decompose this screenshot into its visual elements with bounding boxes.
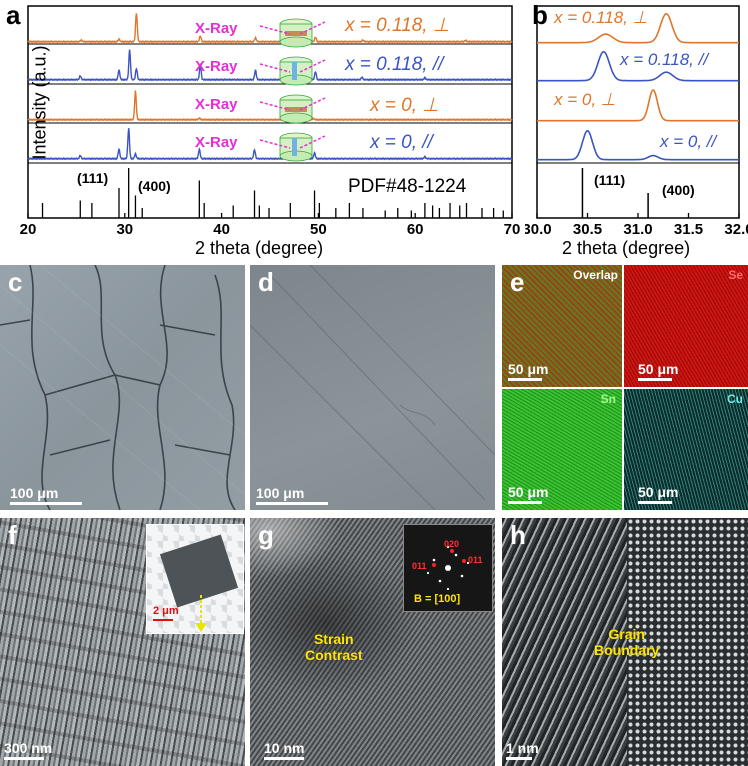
- plot-frame-a: [27, 5, 513, 219]
- series-line-b-2: [537, 89, 739, 122]
- scalebar-e-cu: 50 μm: [638, 484, 678, 504]
- panel-a-series-label-2: x = 0, ⊥: [370, 95, 439, 116]
- xtick-label-a-5: 70: [504, 221, 520, 238]
- panel-b-peak-400: (400): [662, 182, 695, 198]
- series-line-b-1: [537, 50, 739, 82]
- grain-boundary-label: Grain Boundary: [594, 626, 660, 658]
- scalebar-f: 300 nm: [4, 740, 52, 760]
- fft-spot-011a: 011: [412, 561, 427, 571]
- scalebar-c: 100 μm: [10, 485, 82, 505]
- panel-label-h: h: [510, 520, 526, 550]
- eds-map-se: Se 50 μm: [624, 265, 748, 387]
- arrow-icon: [195, 595, 207, 632]
- strain-contrast-label: Strain Contrast: [305, 631, 363, 663]
- xtick-label-a-0: 20: [20, 221, 37, 238]
- panel-a-ylabel: Intensity (a.u.): [29, 45, 50, 160]
- xtick-label-b-3: 31.5: [674, 221, 703, 238]
- panel-b-series-label-3: x = 0, //: [660, 132, 717, 151]
- xtick-label-a-3: 50: [310, 221, 327, 238]
- scalebar-g: 10 nm: [264, 740, 304, 760]
- panel-label-e: e: [510, 267, 525, 297]
- panel-a-series-label-1: x = 0.118, //: [345, 54, 444, 75]
- xtick-label-a-2: 40: [213, 221, 230, 238]
- scalebar-e-se: 50 μm: [638, 361, 678, 381]
- fft-zone-axis: B = [100]: [414, 593, 461, 605]
- scalebar-e-sn: 50 μm: [508, 484, 548, 504]
- sample-icon-3: [259, 132, 326, 162]
- panel-label-g: g: [258, 520, 274, 550]
- xray-label-1: X-Ray: [195, 58, 238, 75]
- scalebar-d: 100 μm: [256, 485, 328, 505]
- surface-texture: [250, 265, 495, 510]
- xray-label-2: X-Ray: [195, 96, 238, 113]
- eds-map-overlap: e Overlap 50 μm: [502, 265, 622, 387]
- eds-label-se: Se: [728, 268, 743, 282]
- series-line-b-3: [537, 129, 739, 161]
- sample-icon-0: [259, 18, 326, 48]
- xtick-label-a-4: 60: [407, 221, 424, 238]
- panel-label-f: f: [8, 520, 17, 550]
- grain-boundary-network: [0, 265, 245, 510]
- panel-b-series-label-2: x = 0, ⊥: [554, 90, 616, 109]
- panel-a-peak-400: (400): [138, 178, 171, 194]
- sample-icon-2: [259, 94, 326, 124]
- tem-image-f: 2 μm f 300 nm: [0, 518, 245, 766]
- xray-label-0: X-Ray: [195, 20, 238, 37]
- panel-a-series-label-0: x = 0.118, ⊥: [345, 15, 450, 36]
- fft-spot-020: 020: [444, 539, 460, 549]
- panel-b-peak-111: (111): [594, 172, 626, 188]
- panel-b-series-label-1: x = 0.118, //: [620, 50, 709, 69]
- inset-scale-f: 2 μm: [153, 605, 179, 617]
- hrtem-image-h: Grain Boundary h 1 nm: [502, 518, 748, 766]
- panel-b-xlabel: 2 theta (degree): [562, 238, 691, 258]
- eds-map-cu: Cu 50 μm: [624, 389, 748, 510]
- eds-label-sn: Sn: [600, 392, 616, 406]
- panel-label-d: d: [258, 267, 274, 297]
- series-line-a-3: [27, 128, 513, 161]
- xtick-label-b-4: 32.0: [724, 221, 748, 238]
- panel-a-ref-label: PDF#48-1224: [348, 176, 467, 197]
- xrd-chart-zoom: 30.0 30.5 31.0 31.5 32.0: [525, 5, 748, 238]
- panel-a-peak-111: (111): [77, 170, 109, 186]
- series-line-a-0: [27, 13, 513, 44]
- xray-label-3: X-Ray: [195, 134, 238, 151]
- sem-image-c: c 100 μm: [0, 265, 245, 510]
- xtick-label-b-0: 30.0: [525, 221, 552, 238]
- panel-label-b: b: [532, 0, 548, 30]
- xtick-label-b-1: 30.5: [573, 221, 602, 238]
- xtick-label-a-1: 30: [116, 221, 133, 238]
- fft-pattern: [426, 545, 470, 591]
- panel-a-xlabel: 2 theta (degree): [195, 238, 324, 258]
- plot-frame-b: [536, 5, 740, 219]
- hrtem-image-g: 020 011 011 B = [100] Strain Contrast g …: [250, 518, 495, 766]
- scalebar-e-overlap: 50 μm: [508, 361, 548, 381]
- tem-inset-f: 2 μm: [146, 524, 244, 634]
- panel-a-series-label-3: x = 0, //: [370, 132, 433, 153]
- eds-label-overlap: Overlap: [573, 268, 618, 282]
- fft-inset-g: 020 011 011 B = [100]: [403, 524, 493, 612]
- sem-image-d: d 100 μm: [250, 265, 495, 510]
- series-line-a-2: [27, 90, 513, 122]
- xrd-chart-full: 20 30 40 50 60 70: [20, 5, 520, 238]
- panel-b-series-label-0: x = 0.118, ⊥: [554, 8, 648, 27]
- fft-spot-011b: 011: [468, 555, 483, 565]
- xtick-label-b-2: 31.0: [623, 221, 652, 238]
- panel-label-c: c: [8, 267, 23, 297]
- series-line-b-0: [537, 12, 739, 44]
- eds-map-sn: Sn 50 μm: [502, 389, 622, 510]
- scalebar-h: 1 nm: [506, 740, 539, 760]
- sample-icon-1: [259, 56, 326, 86]
- panel-label-a: a: [6, 0, 21, 30]
- series-line-a-1: [27, 49, 513, 82]
- eds-label-cu: Cu: [727, 392, 743, 406]
